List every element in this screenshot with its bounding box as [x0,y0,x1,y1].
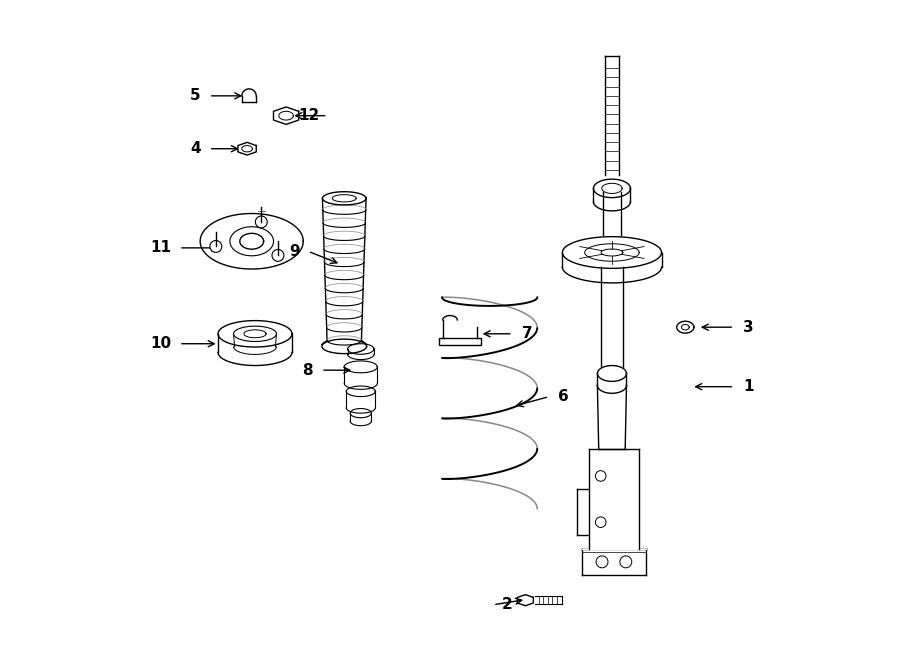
Polygon shape [598,366,626,381]
Polygon shape [562,237,662,268]
Text: 8: 8 [302,363,313,377]
Circle shape [210,241,221,253]
Text: 7: 7 [522,327,533,341]
Text: 3: 3 [743,320,754,334]
Text: 2: 2 [502,598,513,612]
Polygon shape [562,253,662,283]
Polygon shape [218,321,292,347]
Circle shape [620,556,632,568]
Circle shape [596,556,608,568]
Polygon shape [200,214,303,269]
Bar [439,338,482,345]
Text: 4: 4 [190,141,201,156]
Circle shape [596,471,606,481]
Circle shape [272,249,284,261]
Text: 1: 1 [743,379,754,394]
Text: 9: 9 [289,244,300,258]
Text: 10: 10 [150,336,171,351]
Text: 11: 11 [150,241,171,255]
Text: 6: 6 [558,389,569,404]
Polygon shape [589,449,639,549]
Circle shape [596,517,606,527]
Text: 12: 12 [299,108,320,123]
Text: 5: 5 [190,89,201,103]
Polygon shape [598,385,626,449]
Polygon shape [601,267,623,370]
Circle shape [256,216,267,228]
